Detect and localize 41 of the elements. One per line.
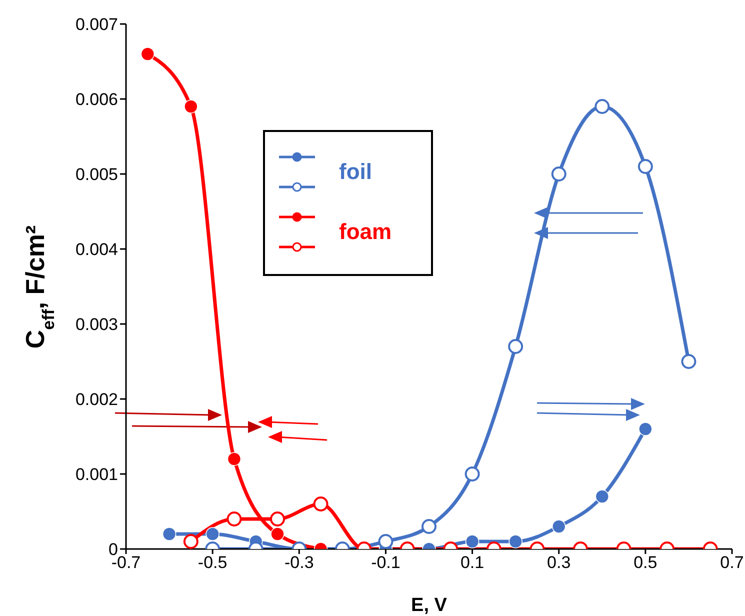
legend-label: foil [339,159,372,185]
point [551,166,566,182]
y-tick-label: 0.002 [75,390,118,410]
point [465,534,480,548]
point [184,100,198,114]
point [206,527,220,541]
point [226,512,242,526]
point [508,339,524,354]
legend-label: foam [339,219,392,245]
point [270,512,285,526]
point [638,422,652,436]
x-tick-label: 0.1 [460,553,484,572]
point [594,99,610,114]
point [313,496,328,512]
x-tick-label: -0.3 [284,553,314,572]
y-tick-label: 0.001 [75,465,118,484]
point [464,466,480,482]
point [162,527,176,541]
point [422,519,436,534]
y-tick-label: 0.005 [75,165,118,184]
x-tick-label: 0.7 [720,553,744,572]
point [378,534,394,549]
y-tick-label: 0.006 [75,90,118,110]
x-tick-label: 0.5 [634,553,658,572]
point [270,527,284,541]
point [140,47,155,61]
point [595,490,610,504]
point [227,452,242,466]
point [508,534,522,548]
x-tick-label: -0.1 [371,553,400,572]
point [681,354,696,369]
y-tick-label: 0 [108,540,118,560]
x-tick-label: 0.3 [547,553,571,572]
y-tick-label: 0.003 [75,315,118,334]
point [183,534,198,549]
x-tick-label: -0.5 [198,553,228,572]
y-tick-label: 0.004 [75,240,118,260]
y-tick-label: 0.007 [75,15,118,34]
point [552,520,566,534]
point [638,159,653,174]
x-axis-title: E, V [411,595,448,616]
